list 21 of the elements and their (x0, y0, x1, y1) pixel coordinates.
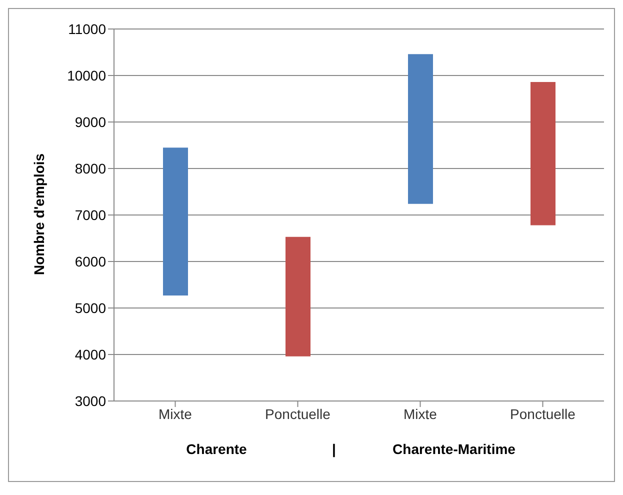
y-tick-label: 6000 (74, 253, 106, 270)
y-tick-label: 7000 (74, 206, 106, 223)
y-tick-label: 3000 (74, 392, 106, 409)
y-tick-label: 8000 (74, 160, 106, 176)
y-axis-title: Nombre d'emplois (30, 153, 47, 275)
text: | (331, 441, 337, 457)
y-tick-label: 9000 (74, 114, 106, 130)
x-tick-label: Mixte (158, 406, 192, 422)
bar (286, 236, 310, 356)
bar (408, 54, 433, 204)
bar (163, 148, 188, 296)
text: Charente (185, 441, 248, 457)
x-tick-label: Mixte (404, 406, 438, 422)
y-tick-label: 10000 (67, 67, 106, 84)
x-tick-label: Ponctuelle (265, 406, 331, 422)
y-tick-label: 5000 (74, 300, 106, 316)
y-tick-label: 11000 (68, 20, 106, 37)
bar (530, 82, 556, 226)
x-tick-label: Ponctuelle (510, 406, 576, 422)
text: Charente-Maritime (392, 441, 516, 457)
y-tick-label: 4000 (74, 346, 106, 362)
